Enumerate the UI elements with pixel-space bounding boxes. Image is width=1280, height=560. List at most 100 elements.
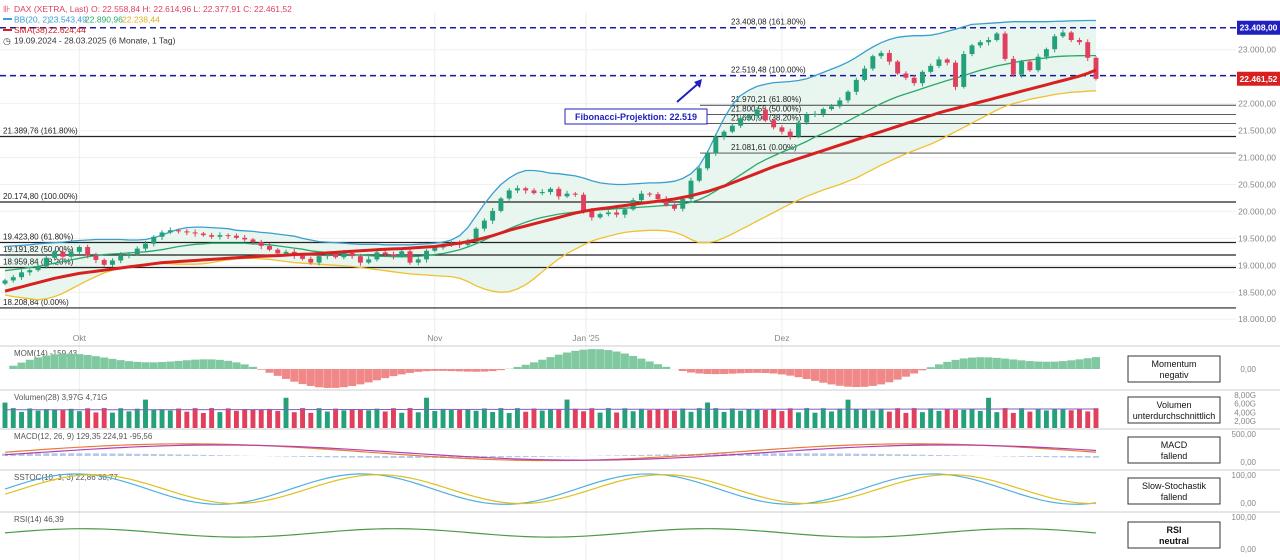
candle-body bbox=[556, 188, 562, 197]
candle-body bbox=[242, 237, 248, 240]
macd-histogram-bar bbox=[795, 453, 802, 456]
macd-histogram-bar bbox=[216, 455, 223, 456]
volume-bar bbox=[663, 409, 669, 428]
macd-histogram-bar bbox=[944, 455, 951, 456]
macd-histogram-bar bbox=[68, 453, 75, 456]
candle-body bbox=[167, 230, 173, 233]
macd-line bbox=[4, 443, 1097, 462]
candle-body bbox=[275, 249, 281, 254]
volume-bar bbox=[614, 412, 620, 428]
candle-body bbox=[1027, 61, 1033, 71]
fib-level-label: 21.970,21 (61.80%) bbox=[731, 95, 802, 104]
volume-bar bbox=[35, 410, 41, 428]
candle-body bbox=[936, 59, 942, 66]
momentum-bar bbox=[620, 353, 629, 369]
momentum-bar bbox=[232, 362, 241, 369]
momentum-bar bbox=[728, 369, 737, 374]
momentum-bar bbox=[42, 355, 51, 369]
macd-histogram-bar bbox=[745, 453, 752, 456]
candle-body bbox=[688, 180, 694, 200]
momentum-bar bbox=[141, 362, 150, 369]
macd-histogram-bar bbox=[18, 453, 25, 456]
volume-bar bbox=[118, 408, 124, 428]
price-tag bbox=[1237, 71, 1280, 86]
candle-body bbox=[1002, 33, 1008, 59]
volume-bar bbox=[184, 411, 190, 428]
candle-body bbox=[928, 65, 934, 72]
candle-body bbox=[911, 77, 917, 84]
momentum-bar bbox=[133, 361, 142, 369]
volume-bar bbox=[1077, 408, 1082, 428]
candle-body bbox=[622, 209, 628, 215]
volume-bar bbox=[374, 408, 380, 428]
macd-histogram-bar bbox=[1068, 456, 1075, 458]
momentum-bar bbox=[563, 352, 572, 369]
volume-bar bbox=[27, 408, 33, 428]
macd-histogram-bar bbox=[150, 453, 157, 456]
momentum-bar bbox=[786, 369, 795, 376]
momentum-bar bbox=[124, 361, 133, 369]
candle-body bbox=[1043, 49, 1049, 57]
candle-body bbox=[68, 251, 74, 257]
macd-histogram-bar bbox=[167, 454, 174, 456]
volume-bar bbox=[862, 409, 868, 428]
momentum-bar bbox=[257, 369, 266, 370]
candle-body bbox=[1019, 61, 1025, 75]
momentum-bar bbox=[306, 369, 315, 386]
candle-body bbox=[1093, 57, 1099, 79]
candle-body bbox=[812, 113, 818, 115]
volume-bar bbox=[961, 409, 967, 428]
panel-tick-label: 0,00 bbox=[1240, 499, 1256, 508]
bb-upper-value: 23.543,49 bbox=[49, 15, 87, 25]
macd-histogram-bar bbox=[324, 456, 331, 458]
volume-bar bbox=[101, 408, 107, 428]
momentum-bar bbox=[529, 362, 538, 369]
panel-annotation-text: Slow-Stochastik bbox=[1142, 481, 1207, 491]
momentum-bar bbox=[83, 354, 92, 369]
macd-histogram-bar bbox=[878, 453, 885, 456]
bollinger-band-fill bbox=[5, 20, 1096, 300]
macd-histogram-bar bbox=[1093, 456, 1099, 458]
macd-histogram-bar bbox=[208, 455, 215, 456]
annotation-text: Fibonacci-Projektion: 22.519 bbox=[575, 112, 697, 122]
momentum-bar bbox=[488, 369, 497, 372]
volume-bar bbox=[688, 411, 694, 428]
momentum-bar bbox=[422, 369, 431, 372]
rsi-line bbox=[4, 528, 1097, 538]
momentum-bar bbox=[794, 369, 803, 378]
macd-histogram-bar bbox=[291, 456, 298, 457]
macd-histogram-bar bbox=[2, 453, 8, 456]
panel-annotation-text: MACD bbox=[1161, 440, 1188, 450]
macd-histogram-bar bbox=[770, 453, 777, 456]
volume-bar bbox=[919, 412, 925, 428]
macd-histogram-bar bbox=[530, 456, 537, 457]
volume-bar bbox=[300, 408, 306, 428]
sma-label: SMA(38) bbox=[14, 25, 48, 35]
volume-bar bbox=[357, 409, 363, 428]
volume-bar bbox=[696, 408, 702, 428]
panel-annotation-box bbox=[1127, 477, 1221, 505]
macd-histogram-bar bbox=[646, 454, 653, 456]
volume-bar bbox=[895, 408, 901, 428]
momentum-bar bbox=[604, 350, 613, 369]
momentum-bar bbox=[298, 369, 307, 385]
macd-histogram-bar bbox=[853, 453, 860, 456]
candle-body bbox=[341, 252, 347, 258]
momentum-bar bbox=[653, 364, 662, 369]
volume-bar bbox=[556, 409, 562, 428]
sma-swatch bbox=[3, 29, 12, 31]
x-month-label: Dez bbox=[774, 333, 789, 343]
panel-annotation-text: Momentum bbox=[1151, 359, 1196, 369]
panel-annotation-box bbox=[1127, 436, 1221, 464]
macd-histogram-bar bbox=[349, 456, 356, 458]
volume-bar bbox=[523, 411, 529, 428]
momentum-bar bbox=[571, 350, 580, 369]
candle-body bbox=[754, 109, 760, 117]
candle-body bbox=[357, 256, 363, 263]
candle-body bbox=[250, 239, 256, 243]
candle-body bbox=[514, 188, 520, 191]
panel-annotation-text: neutral bbox=[1159, 536, 1189, 546]
candle-body bbox=[969, 45, 975, 55]
volume-bar bbox=[448, 409, 454, 428]
macd-histogram-bar bbox=[390, 456, 397, 458]
